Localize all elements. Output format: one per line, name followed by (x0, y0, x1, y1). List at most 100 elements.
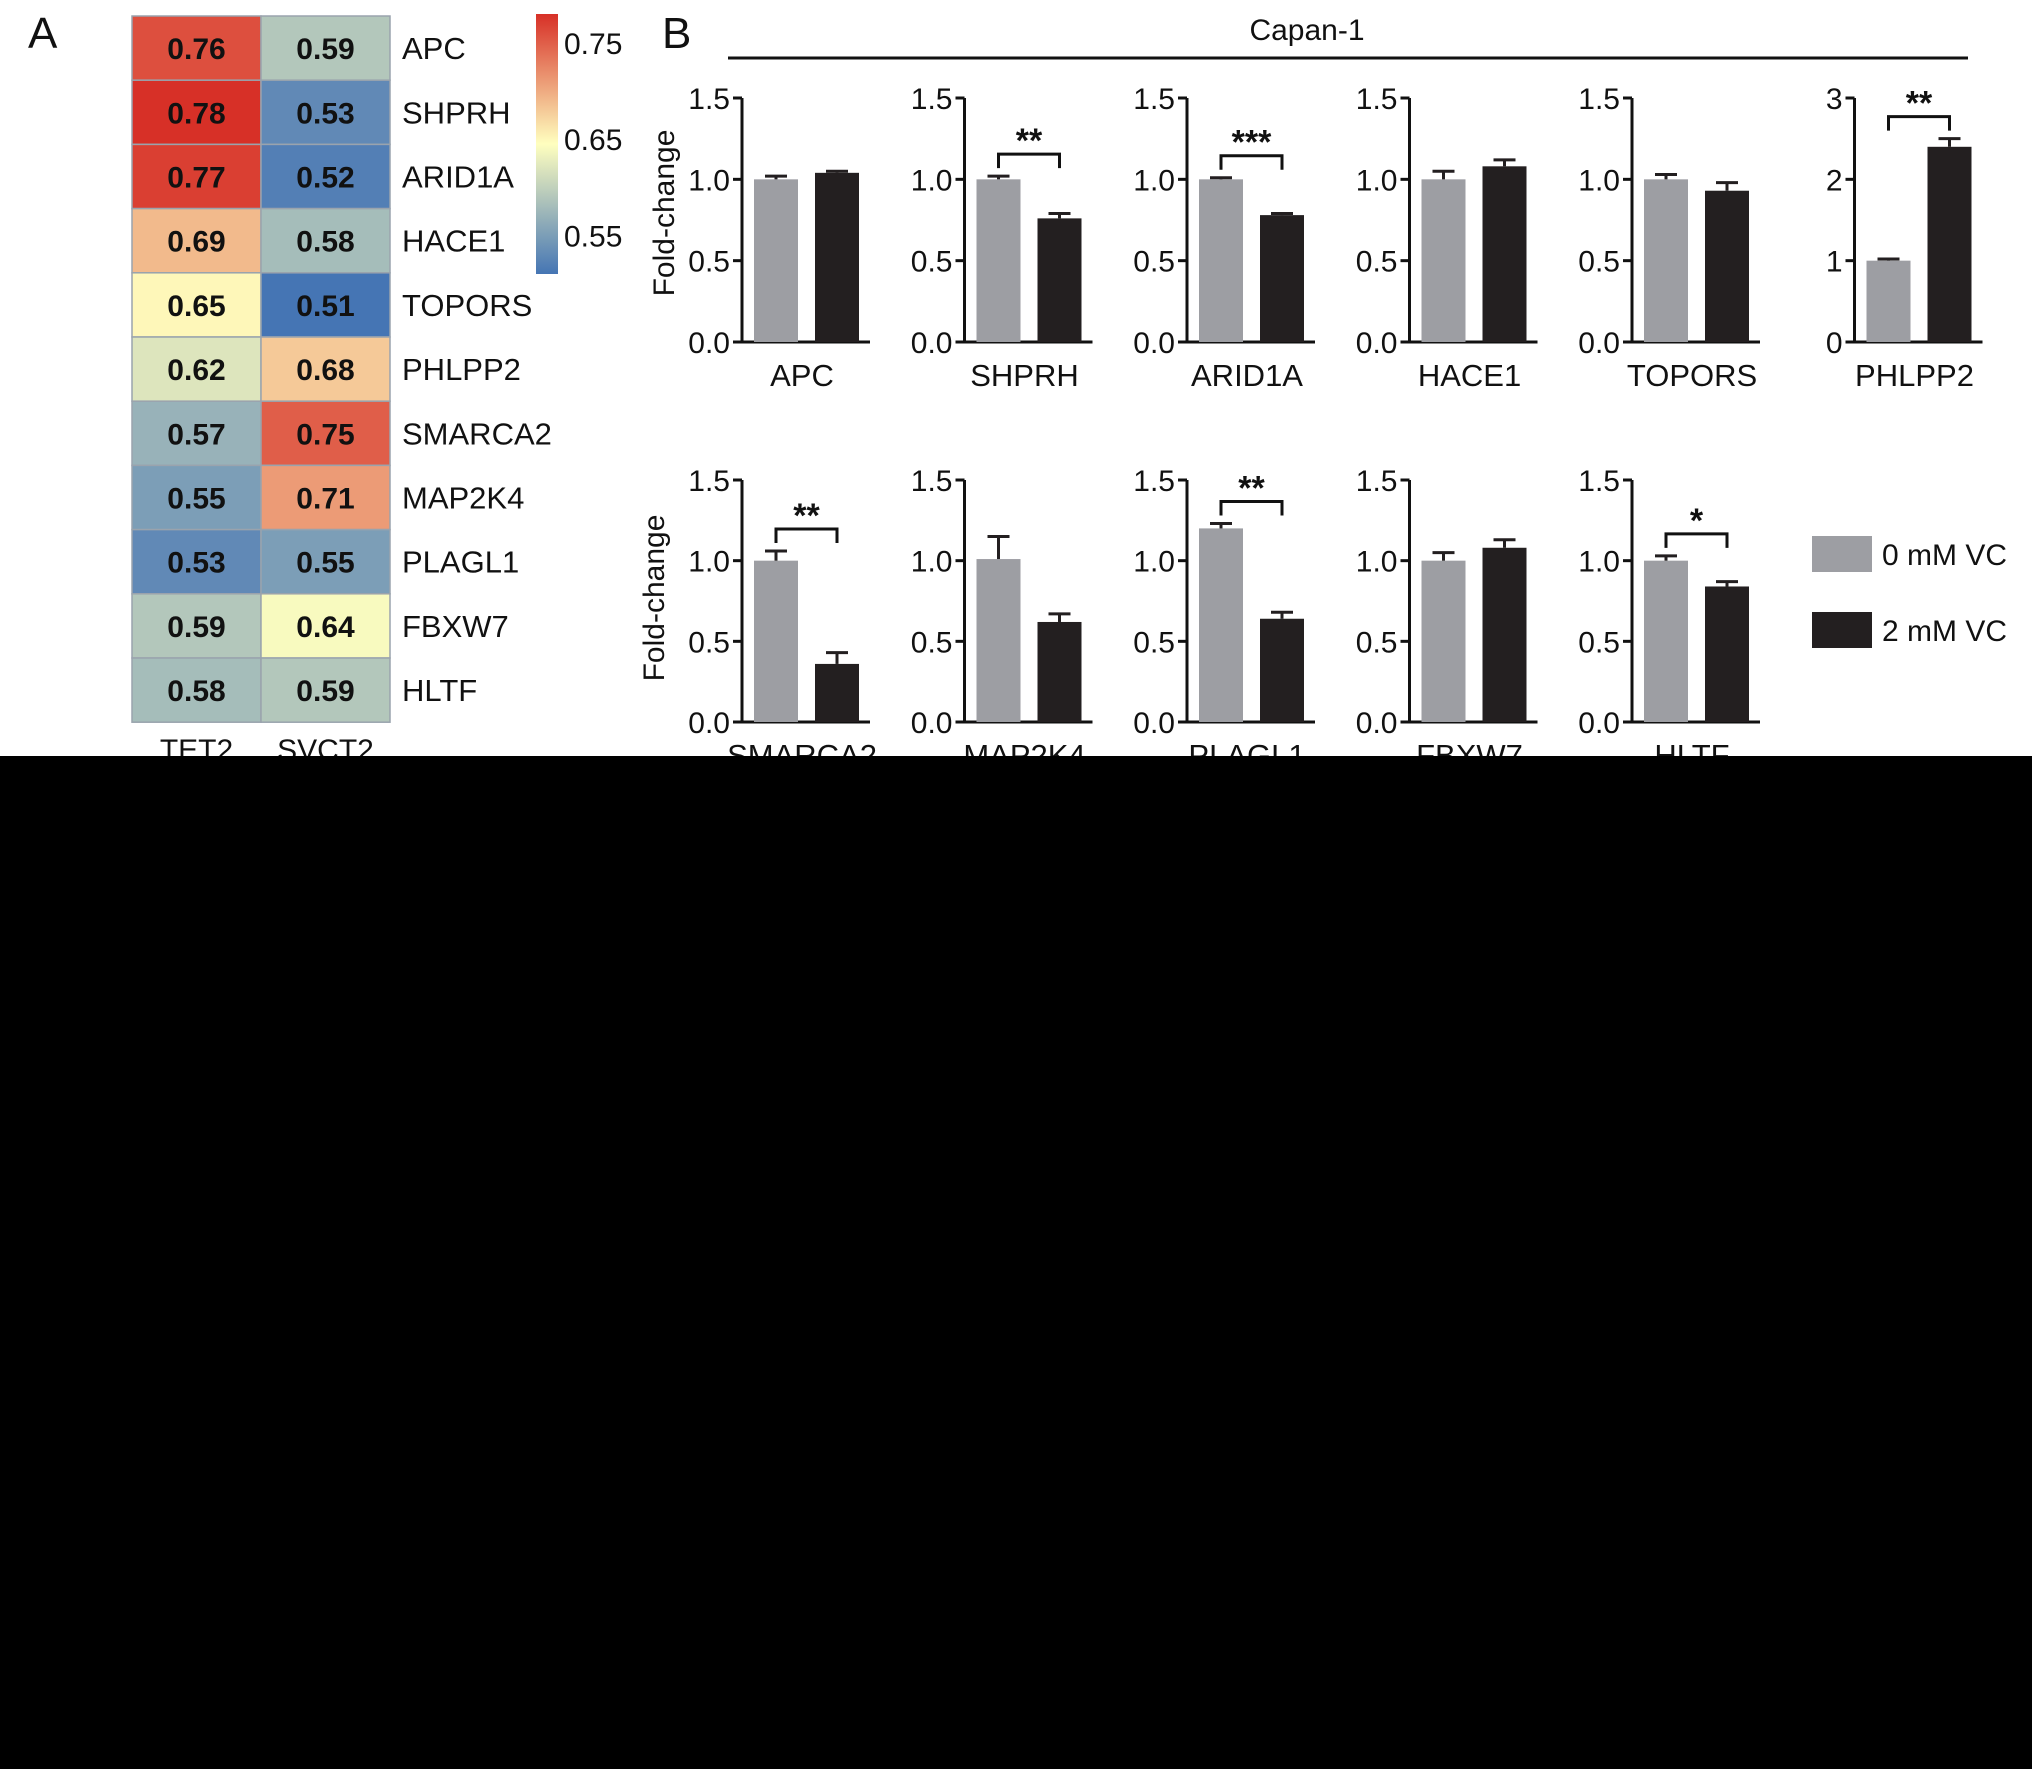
y-tick-label: 1.5 (1133, 83, 1175, 116)
heatmap-cell (260, 272, 391, 338)
heatmap-cell-value: 0.55 (167, 483, 225, 516)
heatmap-row-label: HACE1 (402, 224, 505, 259)
y-axis-title-row1: Fold-change (648, 130, 681, 297)
y-tick-label: 1.5 (688, 83, 730, 116)
heatmap-cell-value: 0.64 (296, 611, 355, 644)
y-tick-label: 2 (1826, 164, 1843, 197)
bar-chart-plagl1: 0.0 0.5 1.0 1.5 ** PLAGL1 (1133, 465, 1315, 756)
bar-treated (1927, 146, 1972, 342)
significance-marker: ** (1016, 122, 1043, 160)
heatmap-cell-value: 0.76 (167, 33, 225, 66)
bar-chart-hltf: 0.0 0.5 1.0 1.5 * HLTF (1578, 465, 1760, 756)
bar-control (1199, 528, 1243, 722)
y-tick-label: 0.5 (688, 246, 730, 279)
bar-chart-topors: 0.0 0.5 1.0 1.5 TOPORS (1578, 83, 1760, 393)
y-tick-label: 0.5 (1578, 626, 1620, 659)
significance-marker: *** (1232, 124, 1272, 162)
bar-treated (815, 172, 859, 342)
heatmap-cell (131, 528, 262, 595)
significance-marker: ** (1906, 85, 1933, 123)
significance-marker: * (1690, 502, 1704, 540)
bar-panel-title: Capan-1 (1249, 14, 1364, 47)
y-tick-label: 1 (1826, 246, 1843, 279)
bar-chart-phlpp2: 0 1 2 3 ** PHLPP2 (1826, 83, 1983, 393)
significance-bracket (1219, 154, 1284, 170)
y-tick-label: 0.0 (1356, 327, 1398, 360)
bar-treated (1260, 618, 1304, 722)
significance-bracket (1664, 532, 1729, 548)
heatmap-cell-value: 0.71 (296, 483, 354, 516)
significance-marker: ** (1238, 470, 1265, 508)
y-tick-label: 1.5 (911, 83, 953, 116)
heatmap-cell (260, 15, 391, 81)
heatmap-cell-value: 0.59 (296, 33, 354, 66)
bar-treated (1037, 621, 1082, 722)
heatmap-row-label: APC (402, 31, 466, 66)
heatmap-cell-value: 0.51 (296, 290, 354, 323)
y-tick-label: 1.5 (688, 465, 730, 498)
heatmap-column-label: SVCT2 (277, 734, 374, 756)
bar-control (754, 560, 798, 722)
heatmap-cell-value: 0.77 (167, 162, 225, 195)
heatmap-row-label: SMARCA2 (402, 416, 552, 451)
y-tick-label: 1.0 (911, 164, 953, 197)
heatmap-cell (131, 15, 262, 81)
y-tick-label: 0.0 (688, 707, 730, 740)
heatmap-cell-value: 0.53 (167, 547, 225, 580)
x-category-label: FBXW7 (1416, 738, 1523, 756)
y-tick-label: 0.5 (911, 246, 953, 279)
heatmap-cell-value: 0.65 (167, 290, 225, 323)
y-tick-label: 3 (1826, 83, 1843, 116)
legend-label: 0 mM VC (1882, 539, 2007, 572)
bar-control (754, 179, 798, 342)
heatmap-cell (131, 593, 262, 659)
y-tick-label: 1.0 (1133, 164, 1175, 197)
bar-control (1644, 560, 1688, 722)
heatmap-cell-value: 0.62 (167, 354, 225, 387)
bar-treated (1037, 218, 1082, 342)
x-category-label: ARID1A (1191, 358, 1303, 393)
bar-treated (1705, 190, 1749, 342)
significance-bracket (997, 152, 1061, 169)
y-tick-label: 0.5 (1133, 246, 1175, 279)
bar-treated (1260, 215, 1304, 342)
bar-control (1421, 560, 1466, 722)
significance-marker: ** (793, 497, 820, 535)
y-tick-label: 1.0 (1578, 164, 1620, 197)
y-tick-label: 0.0 (688, 327, 730, 360)
colorbar-tick-label: 0.65 (564, 124, 622, 157)
bar-chart-shprh: 0.0 0.5 1.0 1.5 ** SHPRH (911, 83, 1093, 393)
y-tick-label: 1.0 (1578, 546, 1620, 579)
bar-control (1421, 179, 1466, 342)
heatmap-cell (260, 207, 391, 274)
y-axis-title-row2: Fold-change (638, 515, 671, 682)
heatmap-cell (260, 336, 391, 402)
y-tick-label: 1.0 (911, 546, 953, 579)
significance-bracket (774, 527, 839, 543)
y-tick-label: 0.0 (1133, 707, 1175, 740)
y-tick-label: 1.0 (1356, 164, 1398, 197)
y-tick-label: 0.5 (911, 626, 953, 659)
heatmap-cell (260, 464, 391, 531)
heatmap-row-label: FBXW7 (402, 609, 509, 644)
x-category-label: APC (770, 358, 834, 393)
panel-label-a: A (28, 9, 58, 58)
x-category-label: PLAGL1 (1188, 738, 1305, 756)
y-tick-label: 0.5 (688, 626, 730, 659)
heatmap-row-label: MAP2K4 (402, 481, 524, 516)
heatmap-cell-value: 0.57 (167, 418, 225, 451)
colorbar: 0.75 0.65 0.55 (536, 14, 622, 274)
heatmap-cell (131, 79, 262, 146)
bar-control (1866, 260, 1911, 342)
heatmap: 0.76 0.59 APC 0.78 0.53 SHPRH 0.77 0.52 ARID1A 0.… (131, 15, 552, 756)
heatmap-cell-value: 0.69 (167, 226, 225, 259)
y-tick-label: 0 (1826, 327, 1843, 360)
bar-chart-fbxw7: 0.0 0.5 1.0 1.5 FBXW7 (1356, 465, 1538, 756)
heatmap-cell (131, 657, 262, 723)
y-tick-label: 0.0 (911, 707, 953, 740)
heatmap-cell-value: 0.75 (296, 418, 354, 451)
y-tick-label: 1.5 (1578, 83, 1620, 116)
y-tick-label: 0.5 (1356, 246, 1398, 279)
bar-treated (1482, 166, 1527, 342)
